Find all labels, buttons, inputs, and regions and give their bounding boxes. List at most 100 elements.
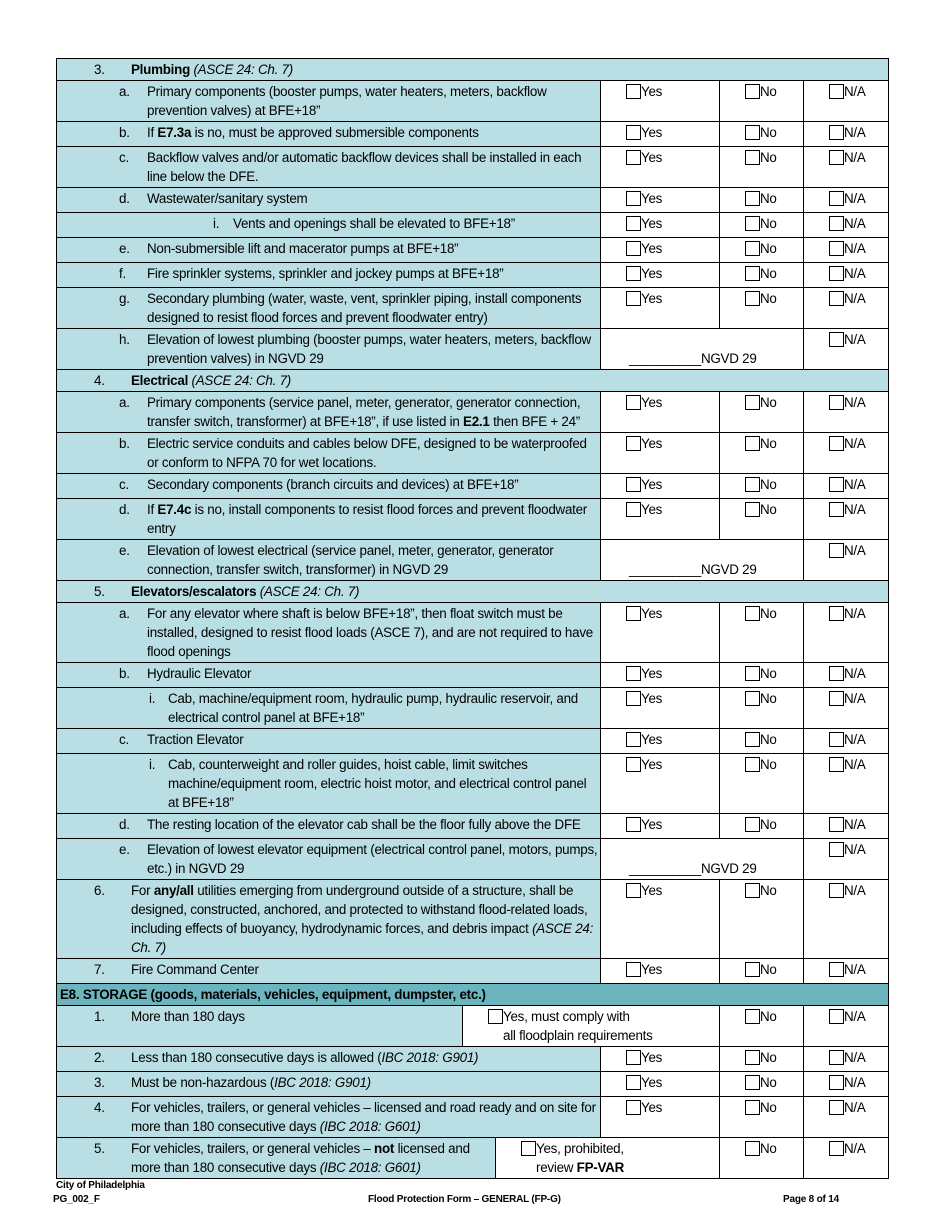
- yes-checkbox[interactable]: Yes: [626, 1073, 662, 1092]
- no-checkbox[interactable]: No: [745, 881, 777, 900]
- checkbox-icon[interactable]: [626, 1075, 641, 1090]
- checkbox-icon[interactable]: [626, 291, 641, 306]
- checkbox-icon[interactable]: [829, 1009, 844, 1024]
- no-checkbox[interactable]: No: [745, 239, 777, 258]
- checkbox-icon[interactable]: [829, 191, 844, 206]
- no-checkbox[interactable]: No: [745, 604, 777, 623]
- no-checkbox[interactable]: No: [745, 214, 777, 233]
- no-checkbox[interactable]: No: [745, 123, 777, 142]
- checkbox-icon[interactable]: [829, 241, 844, 256]
- checkbox-icon[interactable]: [745, 666, 760, 681]
- checkbox-icon[interactable]: [626, 883, 641, 898]
- checkbox-icon[interactable]: [745, 883, 760, 898]
- checkbox-icon[interactable]: [745, 241, 760, 256]
- no-checkbox[interactable]: No: [745, 475, 777, 494]
- checkbox-icon[interactable]: [745, 477, 760, 492]
- na-checkbox[interactable]: N/A: [829, 123, 866, 142]
- checkbox-icon[interactable]: [626, 666, 641, 681]
- checkbox-icon[interactable]: [626, 1100, 641, 1115]
- checkbox-icon[interactable]: [829, 842, 844, 857]
- checkbox-icon[interactable]: [829, 332, 844, 347]
- na-checkbox[interactable]: N/A: [829, 148, 866, 167]
- checkbox-icon[interactable]: [745, 817, 760, 832]
- checkbox-icon[interactable]: [745, 1009, 760, 1024]
- yes-checkbox[interactable]: Yes: [626, 393, 662, 412]
- na-checkbox[interactable]: N/A: [829, 840, 866, 859]
- checkbox-icon[interactable]: [488, 1009, 503, 1024]
- no-checkbox[interactable]: No: [745, 1098, 777, 1117]
- na-checkbox[interactable]: N/A: [829, 755, 866, 774]
- no-checkbox[interactable]: No: [745, 1007, 777, 1026]
- yes-checkbox[interactable]: Yes: [626, 1098, 662, 1117]
- no-checkbox[interactable]: No: [745, 500, 777, 519]
- checkbox-icon[interactable]: [745, 216, 760, 231]
- yes-checkbox[interactable]: Yes: [626, 289, 662, 308]
- yes-checkbox[interactable]: Yes: [626, 148, 662, 167]
- na-checkbox[interactable]: N/A: [829, 730, 866, 749]
- checkbox-icon[interactable]: [626, 241, 641, 256]
- na-checkbox[interactable]: N/A: [829, 881, 866, 900]
- checkbox-icon[interactable]: [829, 666, 844, 681]
- checkbox-icon[interactable]: [626, 962, 641, 977]
- yes-checkbox[interactable]: Yes: [626, 123, 662, 142]
- checkbox-icon[interactable]: [829, 1075, 844, 1090]
- no-checkbox[interactable]: No: [745, 815, 777, 834]
- yes-checkbox[interactable]: Yes: [626, 1048, 662, 1067]
- na-checkbox[interactable]: N/A: [829, 664, 866, 683]
- na-checkbox[interactable]: N/A: [829, 214, 866, 233]
- checkbox-icon[interactable]: [626, 691, 641, 706]
- checkbox-icon[interactable]: [829, 291, 844, 306]
- checkbox-icon[interactable]: [745, 150, 760, 165]
- na-checkbox[interactable]: N/A: [829, 1098, 866, 1117]
- no-checkbox[interactable]: No: [745, 1139, 777, 1158]
- checkbox-icon[interactable]: [829, 1050, 844, 1065]
- checkbox-icon[interactable]: [745, 395, 760, 410]
- na-checkbox[interactable]: N/A: [829, 189, 866, 208]
- na-checkbox[interactable]: N/A: [829, 434, 866, 453]
- checkbox-icon[interactable]: [626, 216, 641, 231]
- na-checkbox[interactable]: N/A: [829, 604, 866, 623]
- checkbox-icon[interactable]: [626, 191, 641, 206]
- yes-checkbox[interactable]: Yes: [626, 214, 662, 233]
- checkbox-icon[interactable]: [745, 1141, 760, 1156]
- na-checkbox[interactable]: N/A: [829, 960, 866, 979]
- yes-checkbox[interactable]: Yes: [626, 500, 662, 519]
- checkbox-icon[interactable]: [829, 477, 844, 492]
- checkbox-icon[interactable]: [829, 543, 844, 558]
- checkbox-icon[interactable]: [745, 125, 760, 140]
- na-checkbox[interactable]: N/A: [829, 1048, 866, 1067]
- checkbox-icon[interactable]: [745, 1075, 760, 1090]
- na-checkbox[interactable]: N/A: [829, 330, 866, 349]
- checkbox-icon[interactable]: [829, 395, 844, 410]
- yes-checkbox[interactable]: Yes: [626, 239, 662, 258]
- checkbox-icon[interactable]: [745, 436, 760, 451]
- checkbox-icon[interactable]: [626, 817, 641, 832]
- yes-checkbox[interactable]: Yes: [626, 755, 662, 774]
- no-checkbox[interactable]: No: [745, 189, 777, 208]
- checkbox-icon[interactable]: [829, 266, 844, 281]
- na-checkbox[interactable]: N/A: [829, 239, 866, 258]
- checkbox-icon[interactable]: [745, 291, 760, 306]
- ngvd-elevation-field[interactable]: __________NGVD 29: [600, 539, 804, 581]
- checkbox-icon[interactable]: [745, 691, 760, 706]
- checkbox-icon[interactable]: [829, 150, 844, 165]
- checkbox-icon[interactable]: [829, 1100, 844, 1115]
- checkbox-icon[interactable]: [829, 732, 844, 747]
- yes-checkbox[interactable]: Yes: [626, 82, 662, 101]
- na-checkbox[interactable]: N/A: [829, 689, 866, 708]
- na-checkbox[interactable]: N/A: [829, 1073, 866, 1092]
- no-checkbox[interactable]: No: [745, 664, 777, 683]
- checkbox-icon[interactable]: [745, 1100, 760, 1115]
- checkbox-icon[interactable]: [829, 962, 844, 977]
- yes-checkbox[interactable]: Yes, prohibited, review FP-VAR: [521, 1139, 624, 1177]
- ngvd-elevation-field[interactable]: __________NGVD 29: [600, 838, 804, 880]
- checkbox-icon[interactable]: [829, 883, 844, 898]
- yes-checkbox[interactable]: Yes, must comply with all floodplain requ…: [488, 1007, 653, 1045]
- yes-checkbox[interactable]: Yes: [626, 475, 662, 494]
- na-checkbox[interactable]: N/A: [829, 475, 866, 494]
- na-checkbox[interactable]: N/A: [829, 393, 866, 412]
- na-checkbox[interactable]: N/A: [829, 264, 866, 283]
- no-checkbox[interactable]: No: [745, 689, 777, 708]
- no-checkbox[interactable]: No: [745, 1048, 777, 1067]
- na-checkbox[interactable]: N/A: [829, 289, 866, 308]
